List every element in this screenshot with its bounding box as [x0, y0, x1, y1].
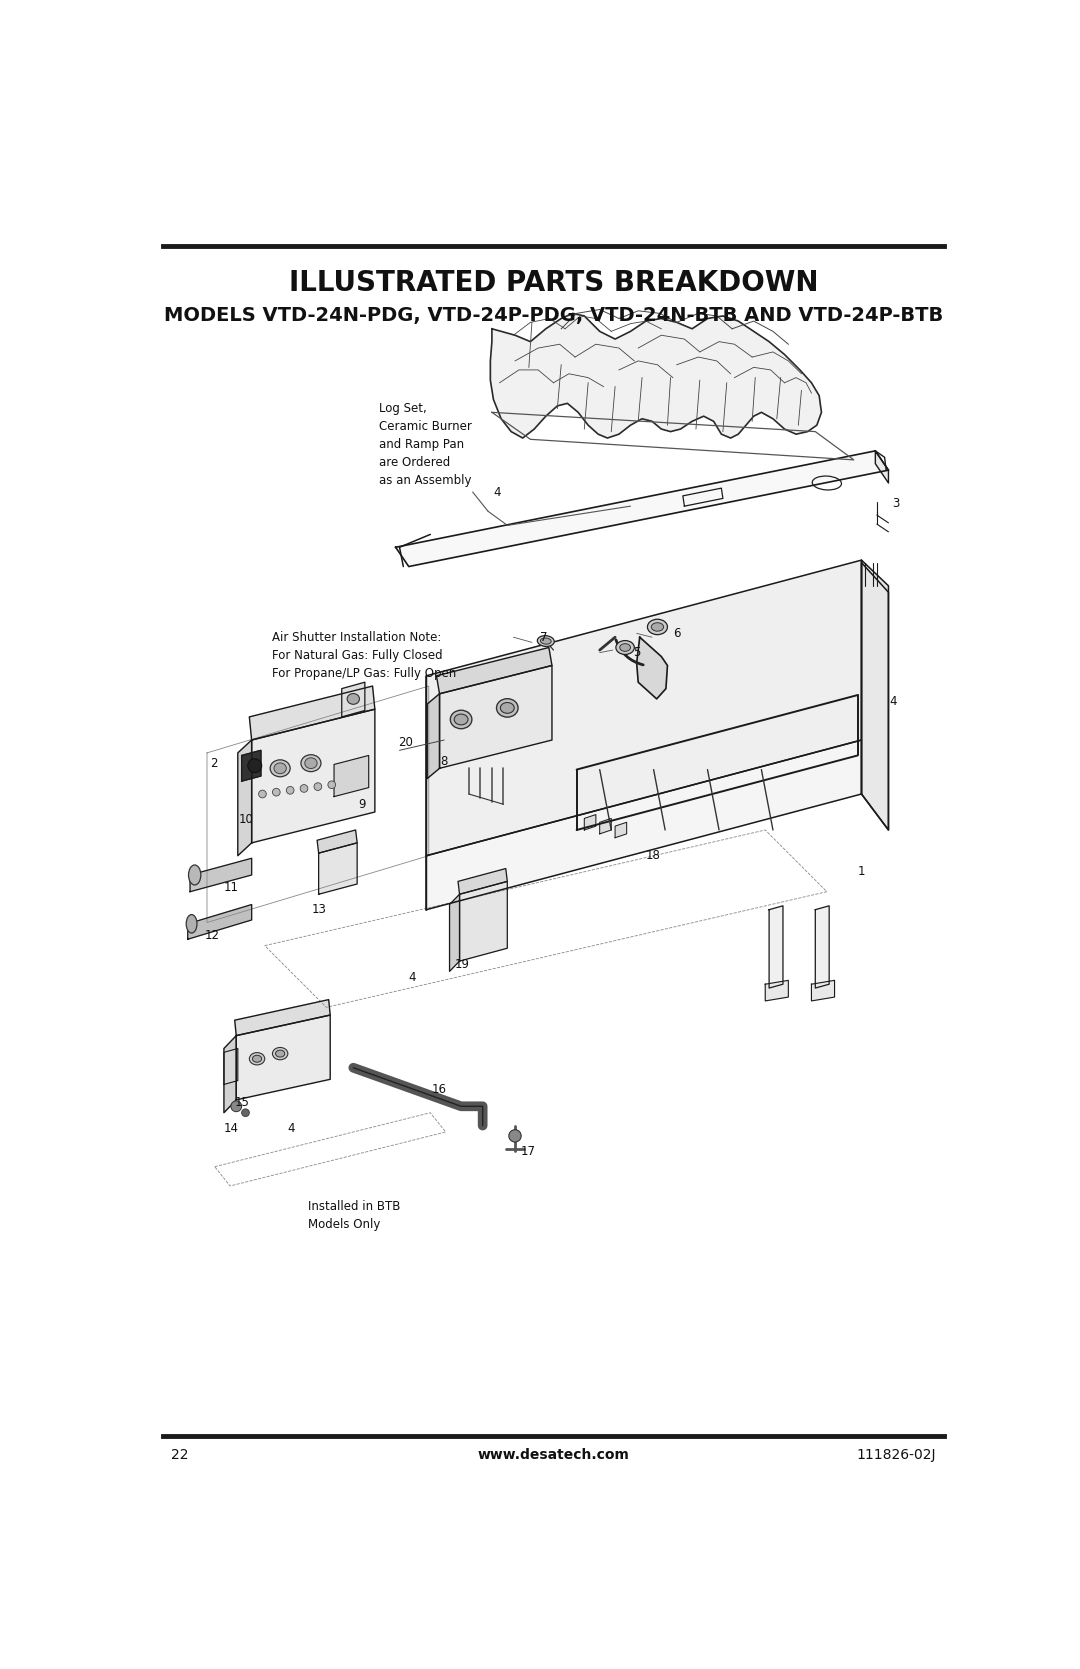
Polygon shape [490, 314, 822, 437]
Polygon shape [427, 561, 862, 856]
Ellipse shape [305, 758, 318, 768]
Polygon shape [428, 694, 440, 778]
Polygon shape [341, 683, 365, 718]
Text: 19: 19 [455, 958, 470, 971]
Ellipse shape [347, 694, 360, 704]
Polygon shape [440, 666, 552, 768]
Text: 17: 17 [521, 1145, 536, 1158]
Text: 3: 3 [892, 497, 900, 511]
Ellipse shape [500, 703, 514, 713]
Text: 12: 12 [205, 930, 220, 941]
Text: 6: 6 [673, 628, 680, 639]
Text: 4: 4 [889, 694, 896, 708]
Text: 7: 7 [540, 631, 548, 644]
Polygon shape [460, 881, 508, 961]
Text: 10: 10 [239, 813, 253, 826]
Text: 9: 9 [359, 798, 366, 811]
Ellipse shape [620, 644, 631, 651]
Ellipse shape [189, 865, 201, 885]
Polygon shape [616, 823, 626, 838]
Text: 4: 4 [494, 486, 501, 499]
Polygon shape [224, 1048, 238, 1085]
Ellipse shape [270, 759, 291, 776]
Polygon shape [237, 1015, 330, 1100]
Ellipse shape [651, 623, 663, 631]
Polygon shape [599, 818, 611, 834]
Circle shape [328, 781, 336, 789]
Ellipse shape [455, 714, 468, 724]
Text: 14: 14 [224, 1122, 239, 1135]
Circle shape [231, 1102, 242, 1112]
Polygon shape [436, 648, 552, 694]
Ellipse shape [647, 619, 667, 634]
Text: 18: 18 [646, 850, 661, 863]
Polygon shape [190, 858, 252, 891]
Polygon shape [815, 906, 829, 988]
Circle shape [286, 786, 294, 794]
Polygon shape [862, 561, 889, 829]
Ellipse shape [616, 641, 634, 654]
Circle shape [247, 759, 261, 773]
Polygon shape [234, 1000, 330, 1035]
Text: 4: 4 [408, 971, 416, 985]
Text: 15: 15 [234, 1097, 249, 1108]
Polygon shape [862, 562, 889, 829]
Polygon shape [584, 814, 596, 829]
Polygon shape [252, 709, 375, 843]
Text: 20: 20 [399, 736, 413, 749]
Text: 111826-02J: 111826-02J [856, 1447, 936, 1462]
Polygon shape [188, 905, 252, 940]
Circle shape [258, 789, 267, 798]
Polygon shape [637, 638, 667, 699]
Text: ILLUSTRATED PARTS BREAKDOWN: ILLUSTRATED PARTS BREAKDOWN [288, 269, 819, 297]
Circle shape [314, 783, 322, 791]
Ellipse shape [272, 1048, 288, 1060]
Ellipse shape [186, 915, 197, 933]
Text: 8: 8 [440, 756, 447, 768]
Text: 11: 11 [224, 881, 239, 895]
Text: 22: 22 [171, 1447, 189, 1462]
Polygon shape [769, 906, 783, 988]
Polygon shape [449, 895, 460, 971]
Ellipse shape [301, 754, 321, 771]
Polygon shape [766, 980, 788, 1001]
Circle shape [272, 788, 280, 796]
Ellipse shape [450, 711, 472, 729]
Text: 16: 16 [431, 1083, 446, 1097]
Ellipse shape [538, 636, 554, 646]
Text: 2: 2 [211, 756, 218, 769]
Polygon shape [318, 829, 357, 853]
Polygon shape [876, 451, 889, 482]
Polygon shape [334, 756, 368, 796]
Text: 1: 1 [858, 865, 865, 878]
Polygon shape [458, 868, 508, 895]
Text: 5: 5 [633, 646, 640, 659]
Ellipse shape [497, 699, 518, 718]
Text: Air Shutter Installation Note:
For Natural Gas: Fully Closed
For Propane/LP Gas:: Air Shutter Installation Note: For Natur… [272, 631, 457, 679]
Polygon shape [242, 751, 261, 781]
Ellipse shape [274, 763, 286, 774]
Polygon shape [427, 739, 862, 910]
Circle shape [300, 784, 308, 793]
Ellipse shape [540, 638, 551, 644]
Ellipse shape [253, 1055, 261, 1061]
Text: Installed in BTB
Models Only: Installed in BTB Models Only [308, 1200, 401, 1232]
Text: MODELS VTD-24N-PDG, VTD-24P-PDG, VTD-24N-BTB AND VTD-24P-BTB: MODELS VTD-24N-PDG, VTD-24P-PDG, VTD-24N… [164, 307, 943, 325]
Text: www.desatech.com: www.desatech.com [477, 1447, 630, 1462]
Circle shape [509, 1130, 522, 1142]
Polygon shape [224, 1035, 237, 1113]
Polygon shape [238, 739, 252, 856]
Ellipse shape [275, 1050, 285, 1056]
Text: 13: 13 [311, 903, 326, 916]
Text: Log Set,
Ceramic Burner
and Ramp Pan
are Ordered
as an Assembly: Log Set, Ceramic Burner and Ramp Pan are… [379, 402, 472, 487]
Text: 4: 4 [287, 1122, 295, 1135]
Circle shape [242, 1108, 249, 1117]
Polygon shape [811, 980, 835, 1001]
Polygon shape [395, 451, 889, 566]
Polygon shape [249, 686, 375, 739]
Ellipse shape [249, 1053, 265, 1065]
Polygon shape [319, 843, 357, 895]
